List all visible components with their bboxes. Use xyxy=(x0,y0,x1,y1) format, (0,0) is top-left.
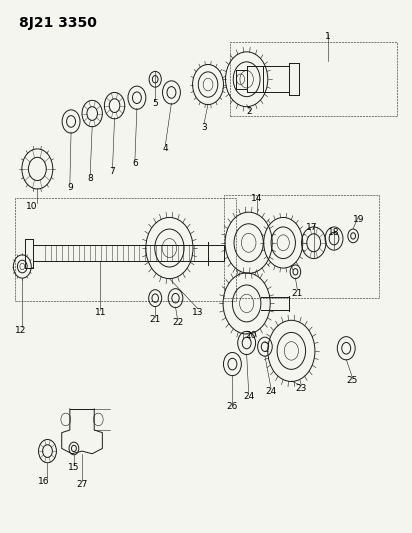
Text: 20: 20 xyxy=(245,331,256,340)
Text: 27: 27 xyxy=(76,480,88,489)
Text: 5: 5 xyxy=(152,99,158,108)
Text: 7: 7 xyxy=(110,167,115,176)
Text: 24: 24 xyxy=(265,387,276,396)
Text: 8: 8 xyxy=(87,174,93,183)
Text: 16: 16 xyxy=(37,478,49,487)
Bar xyxy=(224,195,379,298)
Text: 11: 11 xyxy=(95,308,106,317)
Text: 19: 19 xyxy=(353,215,364,224)
Text: 9: 9 xyxy=(67,183,73,192)
Bar xyxy=(15,198,236,301)
Text: 18: 18 xyxy=(328,228,340,237)
Text: 17: 17 xyxy=(306,223,317,232)
Text: 8J21 3350: 8J21 3350 xyxy=(19,16,97,30)
Text: 21: 21 xyxy=(150,315,161,324)
Text: 24: 24 xyxy=(243,392,254,400)
Text: 2: 2 xyxy=(246,107,251,116)
Text: 23: 23 xyxy=(296,384,307,393)
Text: 26: 26 xyxy=(227,402,238,411)
Text: 3: 3 xyxy=(201,123,207,132)
Text: 13: 13 xyxy=(192,308,204,317)
Bar xyxy=(230,42,397,116)
Text: 22: 22 xyxy=(172,318,183,327)
Text: 4: 4 xyxy=(163,144,168,153)
Text: 10: 10 xyxy=(26,201,37,211)
Text: 25: 25 xyxy=(346,376,358,385)
Text: 1: 1 xyxy=(325,32,331,41)
Text: 6: 6 xyxy=(132,159,138,168)
Text: 12: 12 xyxy=(15,326,27,335)
Text: 21: 21 xyxy=(292,289,303,297)
Text: 15: 15 xyxy=(68,463,80,472)
Text: 14: 14 xyxy=(251,193,262,203)
